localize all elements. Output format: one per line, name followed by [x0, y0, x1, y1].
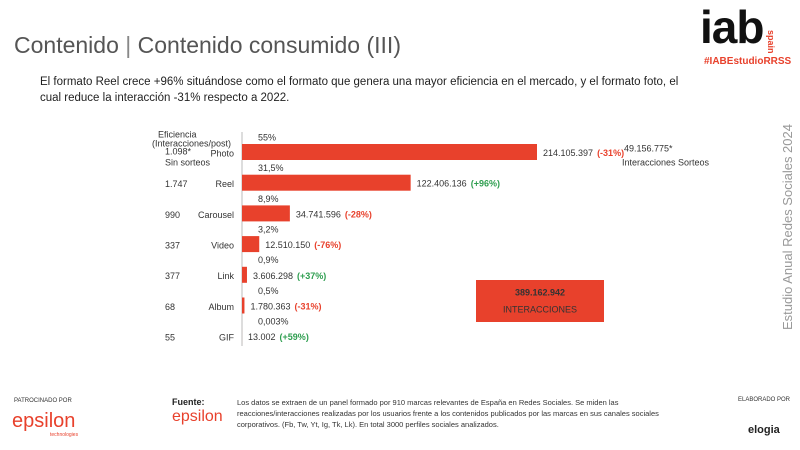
subtitle: Contenido consumido (III): [137, 32, 401, 58]
description: El formato Reel crece +96% situándose co…: [40, 76, 679, 104]
share-label: 8,9%: [258, 194, 279, 204]
category-label: GIF: [219, 333, 235, 343]
share-label: 0,9%: [258, 255, 279, 265]
category-label: Link: [217, 271, 234, 281]
total-value: 389.162.942: [515, 287, 565, 297]
bar: [242, 205, 290, 222]
footer-note: Los datos se extraen de un panel formado…: [237, 398, 659, 429]
value-label: 214.105.397 (-31%): [543, 148, 624, 158]
value-label: 34.741.596 (-28%): [296, 210, 372, 220]
value-label: 122.406.136 (+96%): [417, 179, 500, 189]
category-label: Carousel: [198, 210, 234, 220]
sponsor-sub: technologies: [50, 432, 79, 438]
title: Contenido: [14, 32, 119, 58]
annotation-text: Interacciones Sorteos: [622, 157, 710, 167]
category-label: Video: [211, 240, 234, 250]
header: Contenido | Contenido consumido (III): [14, 32, 401, 59]
total-text: INTERACCIONES: [503, 304, 577, 314]
sponsor-label: PATROCINADO POR: [14, 398, 72, 404]
bar: [242, 144, 537, 160]
change-label: (+37%): [297, 271, 326, 281]
share-label: 31,5%: [258, 163, 284, 173]
efficiency-label: 55: [165, 333, 175, 343]
made-by-label: ELABORADO POR: [738, 397, 791, 403]
bar: [242, 174, 411, 191]
value-label: 13.002 (+59%): [248, 333, 309, 343]
source-label: Fuente:: [172, 397, 205, 407]
hashtag: #IABEstudioRRSS: [704, 56, 792, 67]
value: 13.002: [248, 333, 276, 343]
value-label: 3.606.298 (+37%): [253, 271, 326, 281]
value: 3.606.298: [253, 271, 293, 281]
efficiency-label: 1.747: [165, 179, 188, 189]
change-label: (-31%): [597, 148, 624, 158]
value-label: 12.510.150 (-76%): [265, 240, 341, 250]
change-label: (+59%): [280, 333, 309, 343]
share-label: 0,003%: [258, 317, 289, 327]
annotation-value: 49.156.775*: [624, 143, 673, 153]
efficiency-subtitle: (Interacciones/post): [152, 138, 231, 148]
sponsor: epsilon: [12, 410, 76, 432]
made-by: elogia: [748, 424, 780, 436]
logo: iab: [700, 1, 764, 53]
change-label: (+96%): [471, 179, 500, 189]
efficiency-label: 377: [165, 271, 180, 281]
value: 34.741.596: [296, 210, 341, 220]
value: 1.780.363: [250, 302, 290, 312]
total-box: [476, 280, 604, 322]
efficiency-title: Eficiencia: [158, 129, 197, 139]
category-label: Album: [208, 302, 234, 312]
bar: [242, 236, 260, 253]
value: 12.510.150: [265, 240, 310, 250]
efficiency-label: 68: [165, 302, 175, 312]
efficiency-label: 990: [165, 210, 180, 220]
share-label: 0,5%: [258, 286, 279, 296]
value: 214.105.397: [543, 148, 593, 158]
separator: |: [125, 32, 132, 58]
efficiency-label: 337: [165, 240, 180, 250]
change-label: (-28%): [345, 210, 372, 220]
value-label: 1.780.363 (-31%): [250, 302, 321, 312]
bar: [242, 297, 245, 314]
source: epsilon: [172, 408, 223, 425]
change-label: (-76%): [314, 240, 341, 250]
bar: [242, 266, 247, 283]
share-label: 3,2%: [258, 224, 279, 234]
change-label: (-31%): [294, 302, 321, 312]
category-label: Reel: [215, 179, 234, 189]
efficiency-label: 1.098*: [165, 146, 192, 156]
category-label: Photo: [210, 148, 234, 158]
value: 122.406.136: [417, 179, 467, 189]
efficiency-note: Sin sorteos: [165, 157, 211, 167]
share-label: 55%: [258, 132, 276, 142]
